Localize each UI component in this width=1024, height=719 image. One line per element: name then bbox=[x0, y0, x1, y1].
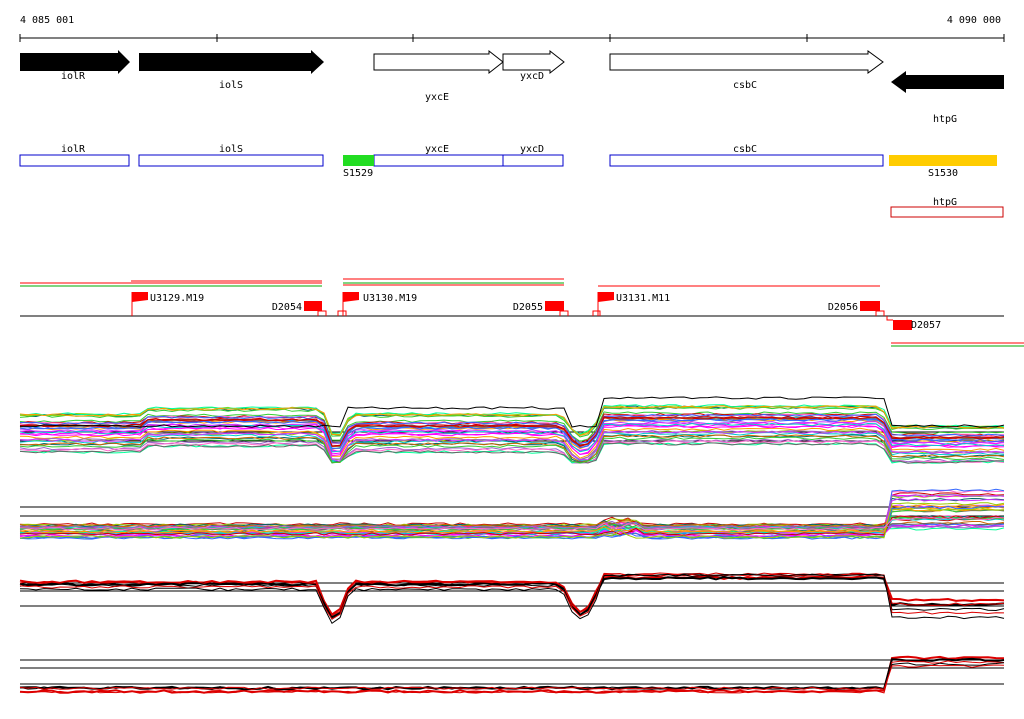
tu-label: U3129.M19 bbox=[150, 293, 204, 304]
expression-trace bbox=[19, 664, 1005, 691]
expression-trace bbox=[19, 434, 1005, 464]
expression-trace bbox=[19, 516, 1005, 526]
expression-trace bbox=[19, 436, 1005, 464]
box-label: iolR bbox=[61, 144, 86, 155]
gene-label: iolR bbox=[61, 71, 86, 82]
gene-label: csbC bbox=[733, 80, 757, 91]
promoter-marker bbox=[337, 310, 347, 316]
gene-yxcE[interactable]: yxcE bbox=[373, 49, 504, 103]
gene-yxcD[interactable]: yxcD bbox=[502, 49, 565, 82]
terminator-D2054[interactable]: D2054 bbox=[272, 301, 327, 316]
expression-trace bbox=[19, 418, 1005, 450]
expression-trace bbox=[19, 411, 1005, 442]
expression-trace bbox=[19, 421, 1005, 453]
expression-trace bbox=[19, 396, 1005, 428]
expression-trace bbox=[19, 573, 1005, 620]
annotation-box-yxcD[interactable]: yxcD bbox=[502, 144, 564, 167]
gene-iolS[interactable]: iolS bbox=[139, 50, 324, 91]
expression-trace bbox=[19, 442, 1004, 464]
expression-trace bbox=[19, 503, 1005, 534]
gene-htpG[interactable]: htpG bbox=[891, 71, 1004, 125]
terminator-label: D2055 bbox=[513, 302, 543, 313]
expression-trace bbox=[19, 660, 1005, 694]
box-label: iolS bbox=[219, 144, 243, 155]
promoter-marker bbox=[592, 310, 601, 316]
gene-arrow-track: iolR iolS yxcE yxcD csbC htpG bbox=[20, 49, 1004, 125]
gene-csbC[interactable]: csbC bbox=[609, 50, 884, 91]
tu-U3129[interactable]: U3129.M19 bbox=[131, 292, 204, 316]
ruler-end-label: 4 090 000 bbox=[947, 15, 1001, 26]
terminator-label: D2057 bbox=[911, 320, 941, 331]
expression-trace bbox=[19, 415, 1005, 447]
ruler-start-label: 4 085 001 bbox=[20, 15, 74, 26]
expression-trace bbox=[19, 502, 1005, 539]
expression-trace bbox=[19, 416, 1005, 447]
annotation-box-csbC[interactable]: csbC bbox=[609, 144, 884, 167]
gene-iolR[interactable]: iolR bbox=[20, 50, 130, 82]
expression-trace bbox=[19, 573, 1005, 620]
expression-trace bbox=[19, 515, 1005, 536]
box-label: csbC bbox=[733, 144, 757, 155]
expression-profile-panel-2 bbox=[19, 488, 1005, 540]
gene-label: iolS bbox=[219, 80, 243, 91]
box-label: yxcE bbox=[425, 144, 449, 155]
tu-label: U3131.M11 bbox=[616, 293, 670, 304]
tu-label: U3130.M19 bbox=[363, 293, 417, 304]
terminator-D2055[interactable]: D2055 bbox=[513, 301, 569, 316]
terminator-label: D2056 bbox=[828, 302, 858, 313]
expression-trace bbox=[19, 413, 1005, 445]
expression-trace bbox=[19, 440, 1005, 464]
annotation-box-iolS[interactable]: iolS bbox=[138, 144, 324, 167]
annotation-box-yxcE[interactable]: yxcE bbox=[373, 144, 504, 167]
expression-trace bbox=[19, 430, 1005, 462]
expression-profile-panel-4 bbox=[19, 655, 1005, 694]
expression-trace bbox=[19, 507, 1005, 533]
coordinate-ruler: 4 085 001 4 090 000 bbox=[19, 15, 1005, 42]
expression-trace bbox=[19, 662, 1005, 690]
terminator-label: D2054 bbox=[272, 302, 302, 313]
box-label: yxcD bbox=[520, 144, 544, 155]
segment-label: S1529 bbox=[343, 168, 373, 179]
segment-S1530[interactable]: S1530 bbox=[889, 155, 997, 179]
terminator-D2056[interactable]: D2056 bbox=[828, 301, 885, 316]
expression-trace bbox=[19, 657, 1005, 691]
tu-U3131[interactable]: U3131.M11 bbox=[597, 292, 670, 316]
expression-profile-panel-1 bbox=[19, 396, 1005, 464]
expression-trace bbox=[19, 573, 1005, 625]
segment-label: S1530 bbox=[928, 168, 958, 179]
annotation-box-htpG[interactable]: htpG bbox=[890, 197, 1004, 218]
expression-trace bbox=[19, 427, 1005, 459]
expression-trace bbox=[19, 405, 1005, 437]
transcription-unit-track: U3129.M19 U3130.M19 U3131.M11 D2054 D205… bbox=[20, 278, 1024, 347]
expression-trace bbox=[19, 516, 1005, 528]
segment-S1529[interactable]: S1529 bbox=[343, 155, 374, 179]
expression-trace bbox=[19, 424, 1005, 457]
annotation-box-iolR[interactable]: iolR bbox=[19, 144, 130, 167]
gene-label: yxcD bbox=[520, 71, 544, 82]
expression-trace bbox=[19, 431, 1005, 463]
expression-trace bbox=[19, 520, 1005, 529]
expression-profile-panel-3 bbox=[19, 572, 1005, 625]
expression-trace bbox=[19, 516, 1005, 531]
box-label: htpG bbox=[933, 197, 957, 208]
tu-U3130[interactable]: U3130.M19 bbox=[342, 292, 417, 316]
terminator-D2057[interactable]: D2057 bbox=[886, 316, 941, 331]
expression-trace bbox=[19, 434, 1005, 464]
expression-trace bbox=[19, 406, 1005, 438]
gene-label: htpG bbox=[933, 114, 957, 125]
annotation-box-track: iolR iolS yxcE yxcD csbC S1529 S1530 htp… bbox=[19, 144, 1004, 218]
gene-label: yxcE bbox=[425, 92, 449, 103]
